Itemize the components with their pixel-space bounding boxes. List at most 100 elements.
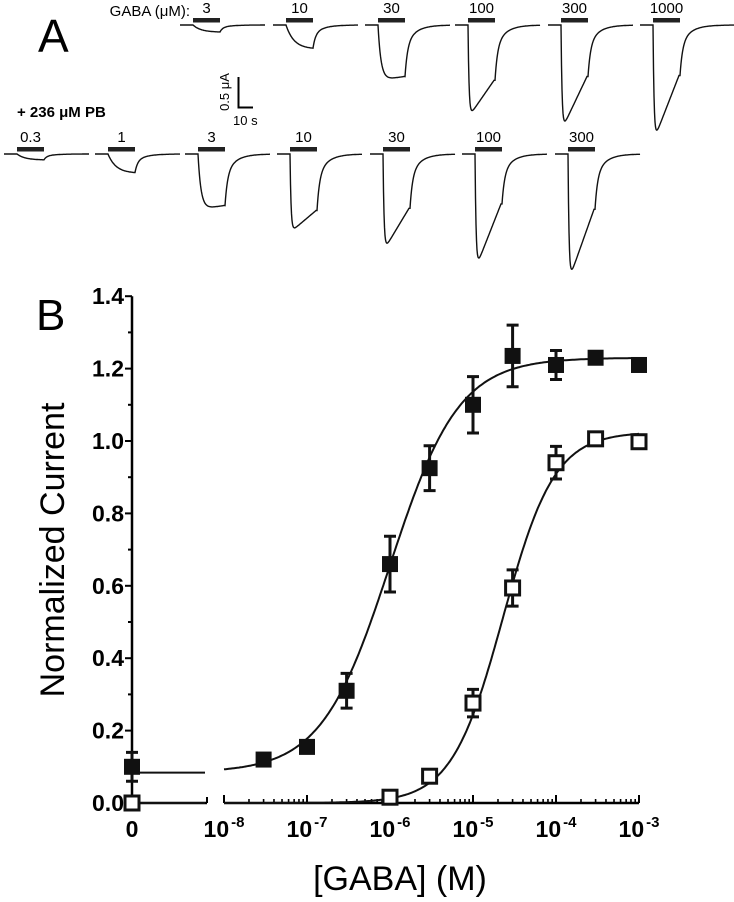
trace-top-1: 10 <box>273 0 358 50</box>
application-bar <box>475 147 502 152</box>
x-tick-label: 10 -8 <box>204 814 245 842</box>
concentration-label: 3 <box>202 0 210 17</box>
application-bar <box>561 18 588 23</box>
scale-bar-current-label: 0.5 μA <box>217 73 232 111</box>
open-square-marker <box>421 767 439 785</box>
open-square-marker <box>547 454 565 472</box>
data-point <box>124 750 140 783</box>
x-tick-label: 10 -4 <box>536 814 578 842</box>
current-trace <box>365 24 450 79</box>
concentration-label: 10 <box>291 0 308 17</box>
y-axis-label: Normalized Current <box>34 402 72 697</box>
current-trace <box>180 24 265 33</box>
current-trace <box>370 153 456 244</box>
trace-top-0: 3 <box>180 0 265 33</box>
application-bar <box>653 18 680 23</box>
x-tick-label-base: 10 <box>370 816 396 842</box>
x-tick-label: 10 -5 <box>453 814 494 842</box>
fit-curve-series-0 <box>223 357 639 771</box>
filled-square-marker <box>382 556 398 573</box>
data-point <box>421 767 439 785</box>
open-square-marker <box>464 694 482 712</box>
application-bar <box>193 18 220 23</box>
data-point <box>421 444 438 493</box>
current-trace <box>95 153 180 174</box>
current-trace <box>185 153 270 208</box>
y-tick-label: 0.4 <box>92 645 124 671</box>
application-bar <box>290 147 317 152</box>
trace-bottom-0: 0.3 <box>4 129 89 161</box>
x-tick-label: 0 <box>126 816 139 842</box>
x-tick-label-base: 10 <box>453 816 479 842</box>
filled-square-marker <box>255 751 272 768</box>
open-square-marker <box>587 430 605 448</box>
panel-a-letter: A <box>38 10 69 62</box>
x-tick-label-base: 10 <box>619 816 645 842</box>
filled-square-marker <box>587 349 604 366</box>
application-bar <box>108 147 135 152</box>
current-trace <box>4 153 89 161</box>
filled-square-marker <box>338 682 355 699</box>
data-point <box>464 687 482 719</box>
application-bar <box>17 147 44 152</box>
x-axis-label: [GABA] (M) <box>313 860 487 898</box>
open-square-marker <box>630 433 648 451</box>
data-point <box>504 568 522 608</box>
trace-top-2: 30 <box>365 0 450 79</box>
data-point <box>587 430 605 448</box>
data-point <box>338 671 355 710</box>
filled-square-marker <box>465 396 481 413</box>
y-tick-label: 0.2 <box>92 718 124 744</box>
current-trace <box>277 153 362 229</box>
current-trace <box>462 153 547 259</box>
scale-bar-lines <box>237 77 253 109</box>
trace-top-3: 100 <box>455 0 541 112</box>
y-tick-label: 1.0 <box>92 428 124 454</box>
y-tick-label: 1.2 <box>92 356 124 382</box>
x-tick-label-exponent: -4 <box>563 814 577 831</box>
concentration-label: 100 <box>469 0 494 17</box>
data-point <box>382 534 398 594</box>
filled-square-marker <box>548 356 564 373</box>
concentration-label: 30 <box>383 0 400 17</box>
top-row-label: GABA (μM): <box>110 3 190 20</box>
data-points <box>123 323 648 812</box>
panel-a-traces: A GABA (μM): + 236 μM PB 0.5 μA 10 s 3 10… <box>4 0 734 270</box>
x-tick-label-exponent: -8 <box>231 814 244 831</box>
current-trace <box>555 153 641 270</box>
trace-bottom-2: 3 <box>185 129 270 208</box>
trace-top-4: 300 <box>548 0 633 122</box>
concentration-label: 300 <box>562 0 587 17</box>
data-point <box>547 444 565 481</box>
y-tick-label: 1.4 <box>92 283 124 309</box>
concentration-label: 100 <box>476 129 501 146</box>
filled-square-marker <box>124 758 140 775</box>
application-bar <box>198 147 225 152</box>
application-bar <box>383 147 410 152</box>
data-point <box>381 788 399 806</box>
bottom-row-label: + 236 μM PB <box>17 104 106 121</box>
concentration-label: 30 <box>388 129 405 146</box>
concentration-label: 3 <box>207 129 215 146</box>
x-tick-label: 10 -7 <box>287 814 328 842</box>
current-trace <box>548 24 633 122</box>
data-point <box>548 349 564 381</box>
trace-bottom-4: 30 <box>370 129 456 244</box>
x-tick-label-base: 10 <box>204 816 230 842</box>
filled-square-marker <box>421 460 438 477</box>
current-trace <box>455 24 541 112</box>
open-square-marker <box>504 579 522 597</box>
x-tick-label: 10 -6 <box>370 814 411 842</box>
current-traces: 3 10 30 100 300 1000 0.3 1 3 10 30 100 300 <box>4 0 734 270</box>
trace-bottom-6: 300 <box>555 129 641 270</box>
scale-bar: 0.5 μA 10 s <box>217 73 258 128</box>
panel-b-letter: B <box>36 291 65 340</box>
open-square-marker <box>381 788 399 806</box>
filled-square-marker <box>299 738 315 755</box>
concentration-label: 10 <box>295 129 312 146</box>
data-point <box>465 375 481 435</box>
concentration-label: 1000 <box>650 0 683 17</box>
current-trace <box>640 24 734 131</box>
filled-square-marker <box>504 347 521 364</box>
